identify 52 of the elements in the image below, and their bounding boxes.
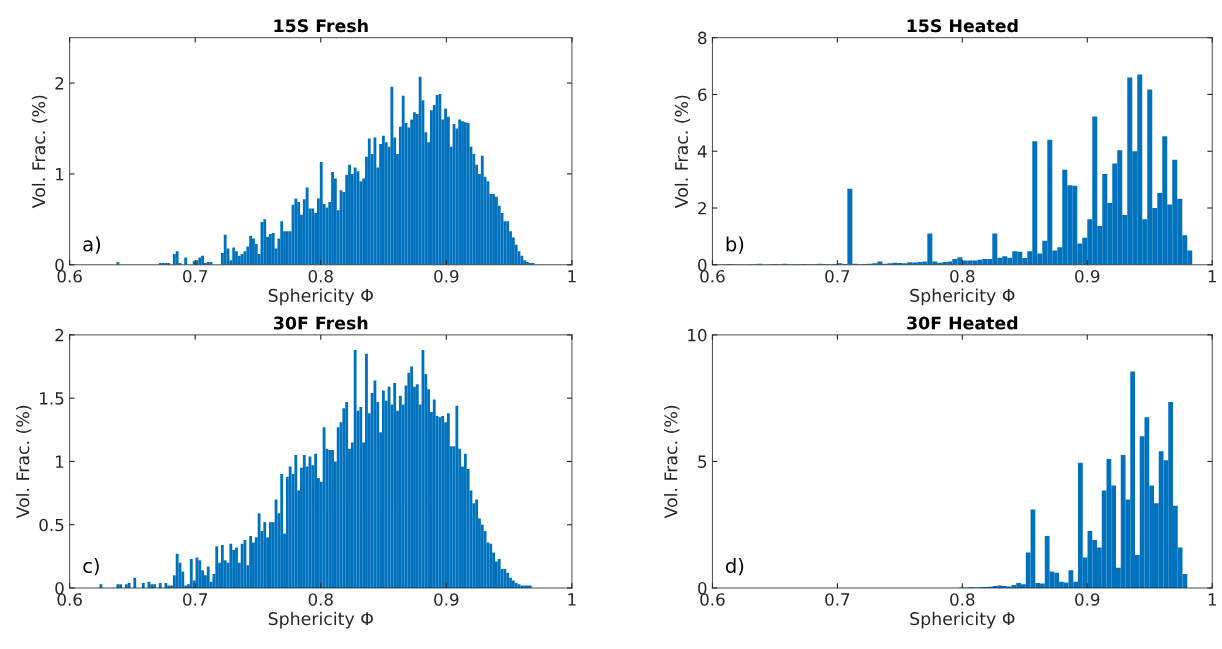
x-tick-label: 0.8	[308, 593, 333, 606]
y-tick-label: 0	[55, 581, 64, 595]
y-tick-label: 0.5	[39, 518, 64, 532]
x-tick-label: 1	[568, 270, 576, 283]
x-tick-label: 1	[1208, 593, 1216, 606]
x-tick-label: 0.9	[1075, 593, 1100, 606]
y-tick-label: 2	[698, 201, 706, 215]
y-tick-label: 2	[55, 77, 64, 90]
x-tick-label: 0.7	[183, 593, 208, 606]
y-tick-label: 1	[56, 455, 64, 468]
y-tick-label: 5	[698, 455, 707, 469]
x-tick-label: 1	[568, 593, 576, 606]
x-tick-label: 0.8	[950, 593, 975, 606]
x-tick-label: 0.7	[825, 593, 850, 606]
chart-title: 15S Fresh	[274, 18, 368, 33]
y-tick-label: 0	[698, 258, 707, 272]
x-tick-label: 1	[1208, 270, 1216, 283]
y-tick-label: 10	[688, 328, 707, 342]
annotation: c)	[83, 558, 99, 576]
x-tick-label: 0.8	[950, 269, 975, 283]
x-tick-label: 0.6	[57, 269, 82, 283]
y-axis-title: Vol. Frac. (%)	[674, 95, 691, 209]
y-axis-title: Vol. Frac. (%)	[31, 95, 48, 209]
x-tick-label: 0.9	[434, 269, 459, 283]
x-tick-label: 0.7	[825, 269, 850, 283]
x-tick-label: 0.7	[183, 269, 208, 283]
y-tick-label: 6	[698, 88, 707, 101]
y-axis-title: Vol. Frac. (%)	[664, 405, 680, 519]
y-tick-label: 0	[698, 581, 707, 595]
annotation: d)	[725, 558, 744, 576]
y-tick-label: 8	[698, 31, 707, 45]
chart-title: 30F Fresh	[274, 316, 368, 330]
x-tick-label: 0.9	[434, 593, 459, 606]
y-tick-label: 4	[697, 145, 707, 158]
x-axis-title: Sphericity Φ	[268, 288, 373, 306]
x-axis-title: Sphericity Φ	[910, 288, 1015, 306]
y-tick-label: 1	[56, 168, 64, 181]
chart-title: 30F Heated	[907, 316, 1018, 330]
y-axis-title: Vol. Frac. (%)	[15, 405, 32, 519]
annotation: b)	[726, 236, 744, 254]
y-tick-label: 2	[55, 328, 64, 342]
y-tick-label: 0	[55, 258, 64, 272]
x-tick-label: 0.6	[700, 593, 725, 606]
annotation: a)	[83, 236, 101, 254]
x-axis-title: Sphericity Φ	[268, 611, 373, 629]
chart-title: 15S Heated	[907, 18, 1018, 33]
x-axis-title: Sphericity Φ	[910, 611, 1015, 629]
x-tick-label: 0.6	[57, 593, 82, 606]
x-tick-label: 0.6	[700, 269, 725, 283]
x-tick-label: 0.9	[1075, 269, 1100, 283]
y-tick-label: 1.5	[40, 392, 64, 405]
x-tick-label: 0.8	[308, 269, 333, 283]
